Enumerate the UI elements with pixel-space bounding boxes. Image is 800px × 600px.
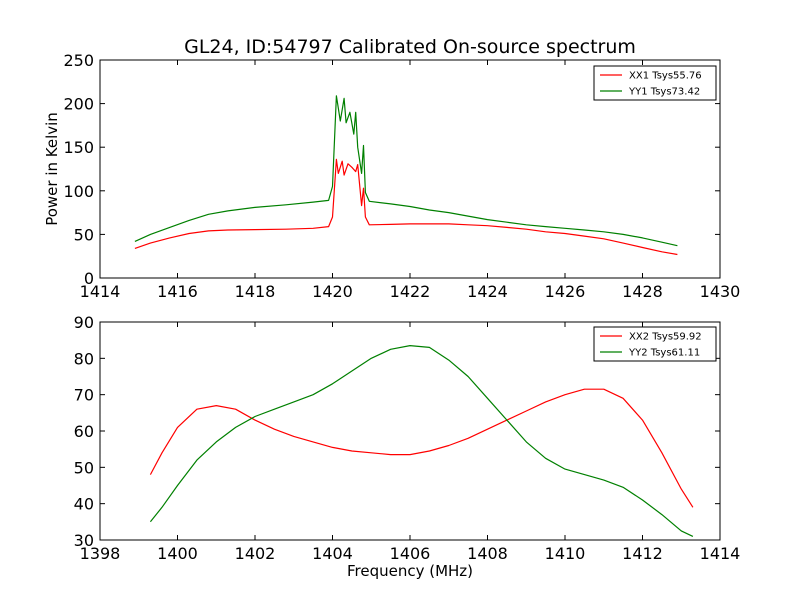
y-tick-label: 0 — [84, 269, 94, 288]
y-tick-label: 150 — [63, 138, 94, 157]
x-tick-label: 1414 — [700, 544, 741, 563]
x-tick-label: 1428 — [622, 282, 663, 301]
x-tick-label: 1408 — [467, 544, 508, 563]
x-tick-label: 1418 — [235, 282, 276, 301]
x-tick-label: 1416 — [157, 282, 198, 301]
legend-label: YY1 Tsys73.42 — [628, 87, 700, 98]
x-tick-label: 1398 — [80, 544, 121, 563]
x-tick-label: 1404 — [312, 544, 353, 563]
x-tick-label: 1402 — [235, 544, 276, 563]
x-tick-label: 1410 — [545, 544, 586, 563]
x-tick-label: 1422 — [390, 282, 431, 301]
series-line-2-2 — [149, 345, 694, 537]
legend-label: XX1 Tsys55.76 — [629, 71, 702, 82]
legend-box — [593, 65, 717, 101]
y-tick-label: 60 — [74, 422, 94, 441]
x-tick-label: 1400 — [157, 544, 198, 563]
series-line-1-2 — [134, 95, 678, 247]
y-tick-label: 40 — [74, 495, 94, 514]
x-tick-label: 1414 — [80, 282, 121, 301]
legend-label: YY2 Tsys61.11 — [628, 348, 700, 359]
x-tick-label: 1412 — [622, 544, 663, 563]
chart-title: GL24, ID:54797 Calibrated On-source spec… — [184, 36, 636, 58]
top-panel: 1414 1416 1418 1420 1422 1424 1426 1428 1430 0 50 1… — [63, 51, 740, 301]
x-tick-label: 1424 — [467, 282, 508, 301]
legend: XX2 Tsys59.92 YY2 Tsys61.11 — [593, 326, 717, 362]
series-line-1-1 — [134, 158, 678, 256]
x-tick-label: 1406 — [390, 544, 431, 563]
y-tick-label: 50 — [74, 458, 94, 477]
x-tick-label: 1426 — [545, 282, 586, 301]
y-tick-label: 70 — [74, 386, 94, 405]
legend-box — [593, 326, 717, 362]
y-axis-label: Power in Kelvin — [43, 112, 61, 226]
x-tick-label: 1430 — [700, 282, 741, 301]
x-axis-label: Frequency (MHz) — [347, 562, 473, 580]
y-tick-label: 200 — [63, 95, 94, 114]
y-tick-label: 80 — [74, 349, 94, 368]
series-line-2-1 — [149, 388, 694, 508]
legend: XX1 Tsys55.76 YY1 Tsys73.42 — [593, 65, 717, 101]
y-tick-label: 100 — [63, 182, 94, 201]
y-tick-label: 50 — [74, 225, 94, 244]
x-tick-label: 1420 — [312, 282, 353, 301]
y-tick-label: 90 — [74, 313, 94, 332]
bottom-panel: 1398 1400 1402 1404 1406 1408 1410 1412 1414 30 40… — [74, 313, 741, 563]
y-tick-label: 250 — [63, 51, 94, 70]
legend-label: XX2 Tsys59.92 — [629, 332, 702, 343]
y-tick-label: 30 — [74, 531, 94, 550]
